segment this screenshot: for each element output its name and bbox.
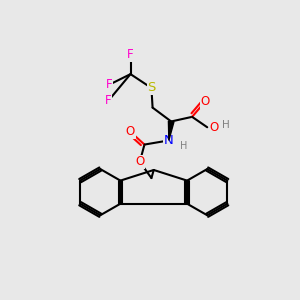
Text: O: O <box>126 125 135 138</box>
Text: O: O <box>135 155 144 168</box>
Text: O: O <box>200 95 209 108</box>
Text: N: N <box>164 134 174 147</box>
Text: F: F <box>105 94 112 107</box>
Text: H: H <box>181 141 188 151</box>
Text: H: H <box>222 120 230 130</box>
Text: O: O <box>210 121 219 134</box>
Text: F: F <box>106 78 113 91</box>
Text: S: S <box>147 82 156 94</box>
Polygon shape <box>168 121 174 140</box>
Text: F: F <box>127 48 134 61</box>
